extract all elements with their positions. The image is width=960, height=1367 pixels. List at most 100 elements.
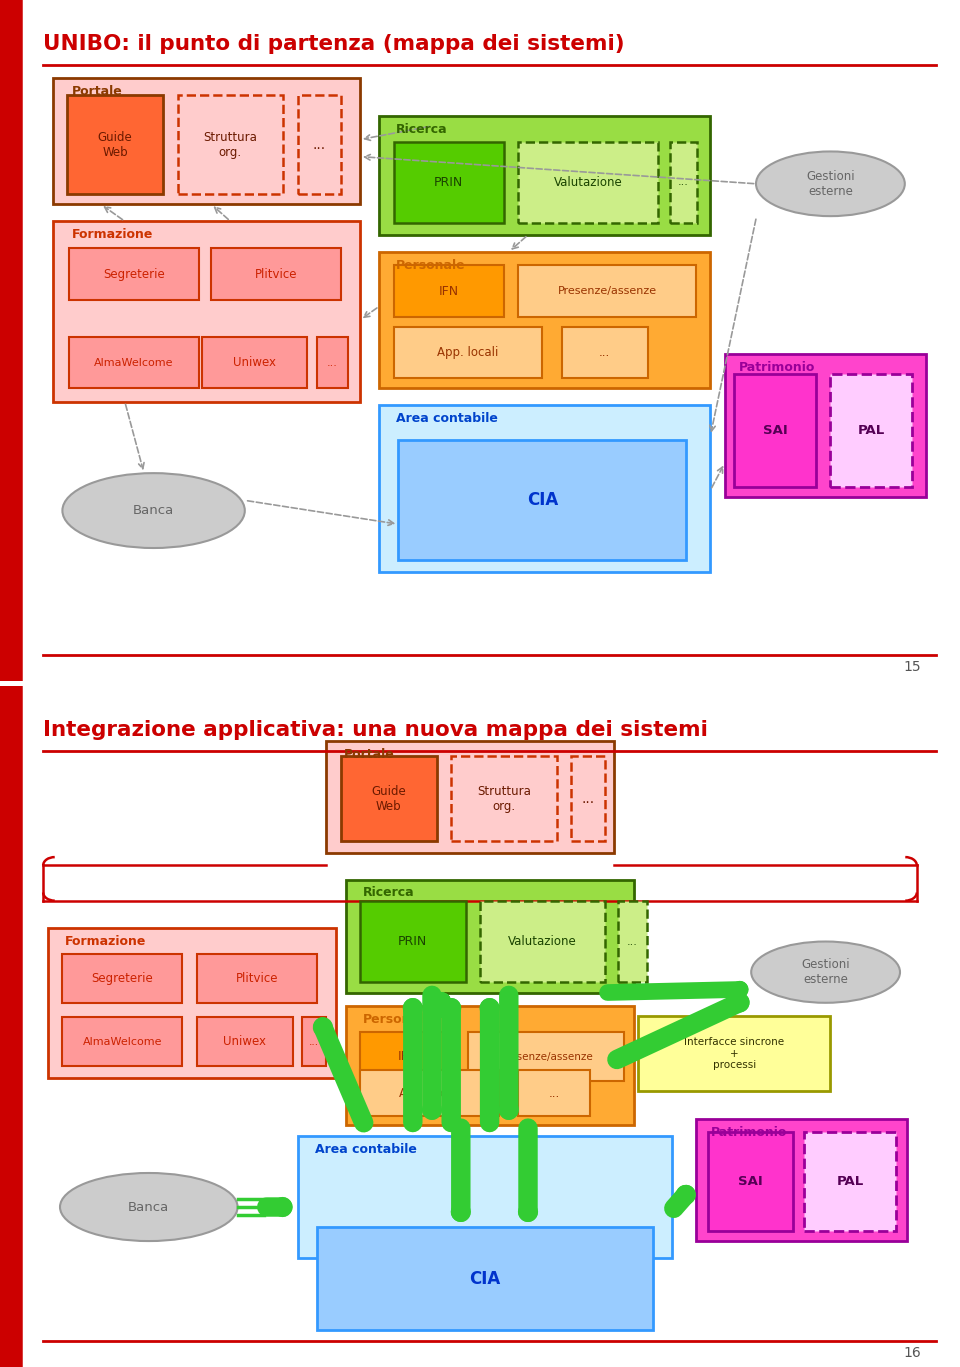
Text: IFN: IFN (439, 284, 459, 298)
Ellipse shape (756, 152, 904, 216)
Ellipse shape (62, 473, 245, 548)
Text: Banca: Banca (129, 1200, 169, 1214)
Bar (670, 142, 697, 223)
Text: ...: ... (309, 1036, 320, 1047)
Text: Ricerca: Ricerca (363, 886, 415, 899)
Text: Formazione: Formazione (65, 935, 147, 949)
Text: Area contabile: Area contabile (396, 413, 497, 425)
Bar (360, 1070, 499, 1117)
Bar (346, 1006, 634, 1125)
Text: Guide
Web: Guide Web (98, 131, 132, 159)
Bar (734, 375, 816, 487)
Bar (346, 880, 634, 992)
Text: Uniwex: Uniwex (233, 355, 276, 369)
Text: UNIBO: il punto di partenza (mappa dei sistemi): UNIBO: il punto di partenza (mappa dei s… (43, 34, 625, 55)
Bar (69, 249, 199, 299)
Text: PRIN: PRIN (434, 176, 464, 189)
Bar (480, 901, 605, 983)
Bar (571, 756, 605, 842)
Bar (725, 354, 926, 498)
Text: AlmaWelcome: AlmaWelcome (94, 358, 174, 368)
Text: Struttura
org.: Struttura org. (204, 131, 257, 159)
Text: Valutazione: Valutazione (554, 176, 622, 189)
Text: Uniwex: Uniwex (224, 1035, 266, 1048)
Bar (317, 1228, 653, 1330)
Text: PAL: PAL (836, 1176, 864, 1188)
Bar (638, 1017, 830, 1091)
Ellipse shape (60, 1173, 238, 1241)
Text: Patrimonio: Patrimonio (710, 1125, 787, 1139)
Bar (298, 1136, 672, 1258)
Text: Portale: Portale (344, 748, 395, 761)
Ellipse shape (751, 942, 900, 1003)
Text: CIA: CIA (469, 1270, 500, 1288)
Bar (398, 440, 686, 559)
Bar (67, 96, 163, 194)
Text: Interfacce sincrone
+
processi: Interfacce sincrone + processi (684, 1038, 784, 1070)
Bar (62, 954, 182, 1003)
Bar (618, 901, 647, 983)
Bar (830, 375, 912, 487)
Bar (178, 96, 283, 194)
Text: SAI: SAI (763, 424, 787, 437)
Bar (0, 686, 21, 1367)
Text: Banca: Banca (133, 504, 174, 517)
Bar (379, 116, 710, 235)
Bar (197, 954, 317, 1003)
Bar (202, 338, 307, 388)
Text: ...: ... (313, 138, 325, 152)
Text: Gestioni
esterne: Gestioni esterne (806, 170, 854, 198)
Text: Struttura
org.: Struttura org. (477, 785, 531, 813)
Text: Personale: Personale (396, 258, 466, 272)
Bar (298, 96, 341, 194)
Bar (562, 327, 648, 377)
Bar (394, 142, 504, 223)
Text: Formazione: Formazione (72, 228, 154, 242)
Text: SAI: SAI (738, 1176, 763, 1188)
Text: PAL: PAL (857, 424, 885, 437)
Bar (518, 1070, 590, 1117)
Text: App. locali: App. locali (438, 346, 498, 358)
Text: Portale: Portale (72, 85, 123, 98)
Text: 16: 16 (903, 1346, 921, 1360)
Bar (53, 221, 360, 402)
Bar (69, 338, 199, 388)
Bar (197, 1017, 293, 1066)
Text: ...: ... (678, 178, 689, 187)
Bar (518, 142, 658, 223)
Bar (394, 265, 504, 317)
Text: Patrimonio: Patrimonio (739, 361, 816, 375)
Text: Gestioni
esterne: Gestioni esterne (802, 958, 850, 986)
Text: 15: 15 (903, 660, 921, 674)
Text: App. locali: App. locali (399, 1087, 460, 1100)
Text: Presenze/assenze: Presenze/assenze (500, 1051, 592, 1062)
Bar (302, 1017, 326, 1066)
Bar (518, 265, 696, 317)
Text: PRIN: PRIN (398, 935, 427, 949)
Bar (708, 1132, 793, 1230)
Bar (394, 327, 542, 377)
Bar (804, 1132, 896, 1230)
Bar (379, 405, 710, 571)
Bar (0, 0, 21, 681)
Text: ...: ... (627, 936, 638, 946)
Text: AlmaWelcome: AlmaWelcome (83, 1036, 162, 1047)
Bar (696, 1118, 907, 1241)
Text: Presenze/assenze: Presenze/assenze (558, 286, 657, 297)
Bar (468, 1032, 624, 1081)
Text: ...: ... (582, 791, 594, 807)
Text: Segreterie: Segreterie (103, 268, 165, 280)
Bar (451, 756, 557, 842)
Text: Guide
Web: Guide Web (372, 785, 406, 813)
Text: ...: ... (549, 1087, 560, 1100)
Text: Valutazione: Valutazione (508, 935, 577, 949)
Text: ...: ... (326, 358, 338, 368)
Text: Plitvice: Plitvice (235, 972, 278, 984)
Bar (211, 249, 341, 299)
Bar (341, 756, 437, 842)
Bar (48, 928, 336, 1077)
Bar (53, 78, 360, 204)
Bar (360, 901, 466, 983)
Bar (379, 252, 710, 388)
Bar (317, 338, 348, 388)
